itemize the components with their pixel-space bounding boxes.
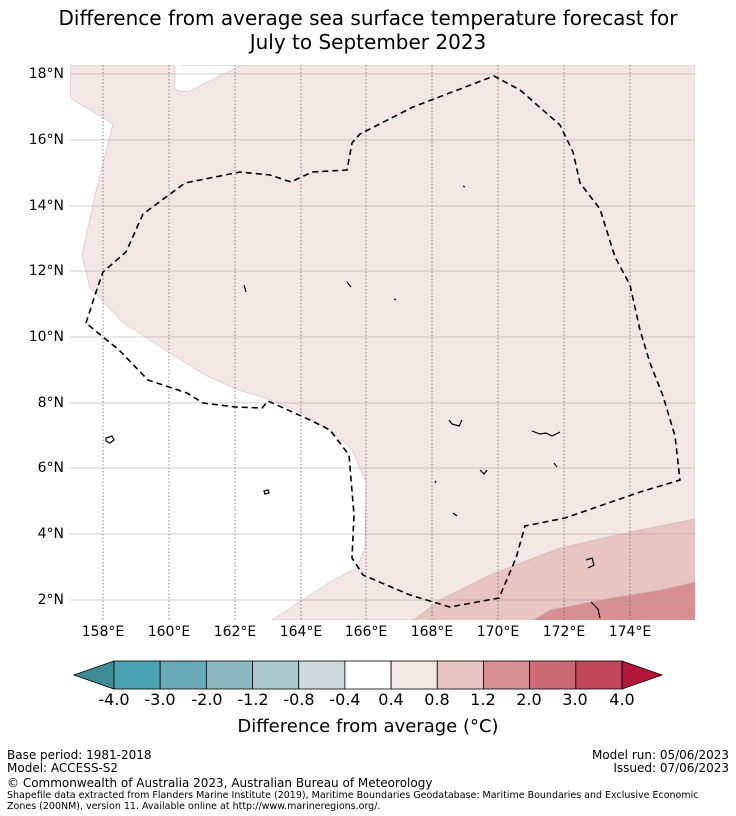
eez-boundary [85,75,681,608]
colorbar-tick-label: -1.2 [237,690,269,709]
lon-label: 172°E [542,624,586,640]
lon-label: 168°E [410,624,454,640]
lon-label: 162°E [213,624,257,640]
colorbar-swatch [575,660,623,690]
lat-label: 12°N [28,263,64,279]
lon-label: 170°E [476,624,520,640]
colorbar-swatch [159,660,207,690]
colorbar-over-arrow [621,660,664,690]
colorbar-tick-label: 1.2 [470,690,496,709]
anomaly-1.2-2.0-region [533,582,695,620]
colorbar-title: Difference from average (°C) [237,716,499,737]
colorbar-swatch [113,660,161,690]
lon-label: 166°E [344,624,388,640]
colorbar-swatch [205,660,253,690]
lon-label: 160°E [147,624,191,640]
base-period: Base period: 1981-2018 [7,748,152,762]
colorbar-swatch [483,660,531,690]
colorbar-swatch [252,660,300,690]
title-line-1: Difference from average sea surface temp… [58,6,678,30]
issued-date: Issued: 07/06/2023 [613,761,729,775]
lat-label: 18°N [28,66,64,82]
colorbar-swatch [436,660,484,690]
footer-right: Model run: 05/06/2023 Issued: 07/06/2023 [592,749,729,775]
colorbar [72,660,664,690]
colorbar-swatch [390,660,438,690]
lat-label: 16°N [28,132,64,148]
colorbar-swatch [344,660,392,690]
lon-label: 164°E [279,624,323,640]
colorbar-tick-label: 0.8 [424,690,450,709]
colorbar-swatch [529,660,577,690]
footer-left: Base period: 1981-2018 Model: ACCESS-S2 [7,749,152,775]
colorbar-tick-label: -0.4 [329,690,361,709]
colorbar-tick-label: -4.0 [98,690,130,709]
colorbar-tick-label: -0.8 [283,690,315,709]
graticule [102,65,631,620]
lat-label: 8°N [37,395,64,411]
colorbar-tick-label: 0.4 [378,690,404,709]
lat-label: 4°N [37,526,64,542]
anomaly-0.4-0.8-region [70,65,695,620]
lat-label: 6°N [37,460,64,476]
anomaly-0.8-1.2-region [414,519,695,620]
model-name: Model: ACCESS-S2 [7,761,119,775]
latitude-lines [70,73,695,601]
colorbar-tick-label: 3.0 [562,690,588,709]
colorbar-swatch [298,660,346,690]
lat-label: 10°N [28,329,64,345]
lon-label: 158°E [81,624,125,640]
colorbar-tick-label: 2.0 [516,690,542,709]
copyright: © Commonwealth of Australia 2023, Austra… [7,776,433,790]
model-run: Model run: 05/06/2023 [591,748,729,762]
colorbar-tick-label: -2.0 [191,690,223,709]
lat-label: 2°N [37,592,64,608]
colorbar-tick-label: 4.0 [609,690,635,709]
map-title: Difference from average sea surface temp… [0,6,736,54]
shapefile-note: Shapefile data extracted from Flanders M… [7,790,699,812]
colorbar-under-arrow [72,660,115,690]
title-line-2: July to September 2023 [249,30,487,54]
islands [105,185,601,619]
colorbar-tick-label: -3.0 [144,690,176,709]
lon-label: 174°E [608,624,652,640]
lat-label: 14°N [28,198,64,214]
